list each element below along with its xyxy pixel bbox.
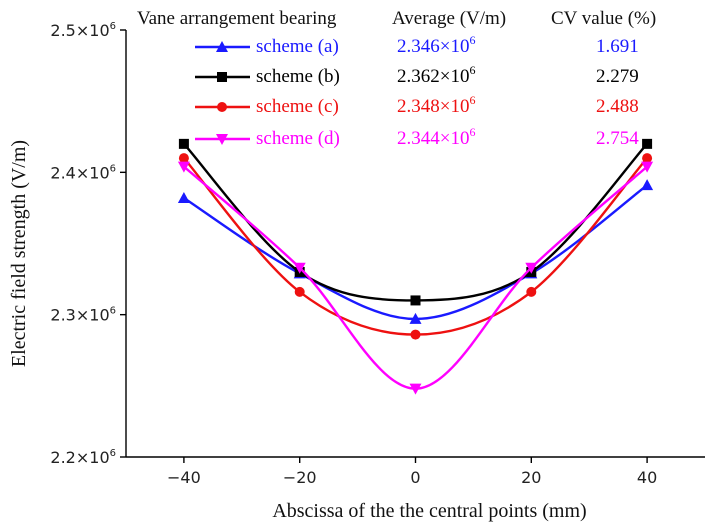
legend-series-name: scheme (b) (256, 66, 340, 87)
data-point (642, 138, 653, 149)
data-point (294, 286, 305, 297)
legend-average-value: 2.344×106 (397, 125, 475, 149)
legend-row: scheme (c) 2.348×106 2.488 (195, 93, 639, 117)
y-tick-label: 2.5×106 (50, 21, 116, 40)
legend-series-name: scheme (d) (256, 128, 340, 149)
data-point (525, 262, 538, 274)
data-point (641, 179, 654, 191)
data-point (526, 286, 537, 297)
legend-cv-value: 2.279 (596, 66, 639, 87)
data-point (409, 312, 422, 324)
y-tick-label: 2.2×106 (50, 448, 116, 467)
y-tick-label: 2.3×106 (50, 306, 116, 325)
legend-cv-value: 2.488 (596, 96, 639, 117)
series-line (183, 165, 648, 390)
y-axis-title: Electric field strength (V/m) (8, 140, 30, 367)
data-point (410, 295, 421, 306)
data-point (178, 138, 189, 149)
data-point (409, 383, 422, 395)
data-point (642, 153, 653, 164)
data-point (177, 191, 190, 203)
x-tick-label: −20 (283, 468, 317, 487)
legend-marker (216, 41, 228, 52)
series-scheme-c (178, 153, 653, 340)
legend-series-name: scheme (a) (256, 36, 339, 57)
legend-row: scheme (b) 2.362×106 2.279 (195, 63, 639, 87)
x-tick-label: 0 (410, 468, 420, 487)
series-line (183, 143, 648, 302)
data-point (293, 262, 306, 274)
data-point (410, 329, 421, 340)
legend-average-value: 2.346×106 (397, 33, 475, 57)
legend-header-average: Average (V/m) (392, 8, 506, 29)
legend-average-value: 2.362×106 (397, 63, 475, 87)
legend-cv-value: 2.754 (596, 128, 639, 149)
legend-row: scheme (d) 2.344×106 2.754 (195, 125, 639, 149)
x-tick-label: −40 (167, 468, 201, 487)
data-point (177, 161, 190, 173)
series-scheme-d (177, 161, 654, 395)
y-tick-label: 2.4×106 (50, 163, 116, 182)
x-tick-label: 20 (521, 468, 541, 487)
legend-marker (217, 102, 227, 112)
data-point (641, 161, 654, 173)
x-tick-label: 40 (637, 468, 657, 487)
legend-row: scheme (a) 2.346×106 1.691 (195, 33, 639, 57)
legend-cv-value: 1.691 (596, 36, 639, 57)
legend-header-scheme: Vane arrangement bearing (137, 8, 337, 29)
x-axis-title: Abscissa of the the central points (mm) (272, 500, 586, 522)
legend-marker (217, 72, 227, 82)
legend-marker (216, 134, 228, 145)
legend-average-value: 2.348×106 (397, 93, 475, 117)
legend-series-name: scheme (c) (256, 96, 339, 117)
data-point (178, 153, 189, 164)
legend-header-cv: CV value (%) (551, 8, 656, 29)
series-line (182, 157, 649, 336)
